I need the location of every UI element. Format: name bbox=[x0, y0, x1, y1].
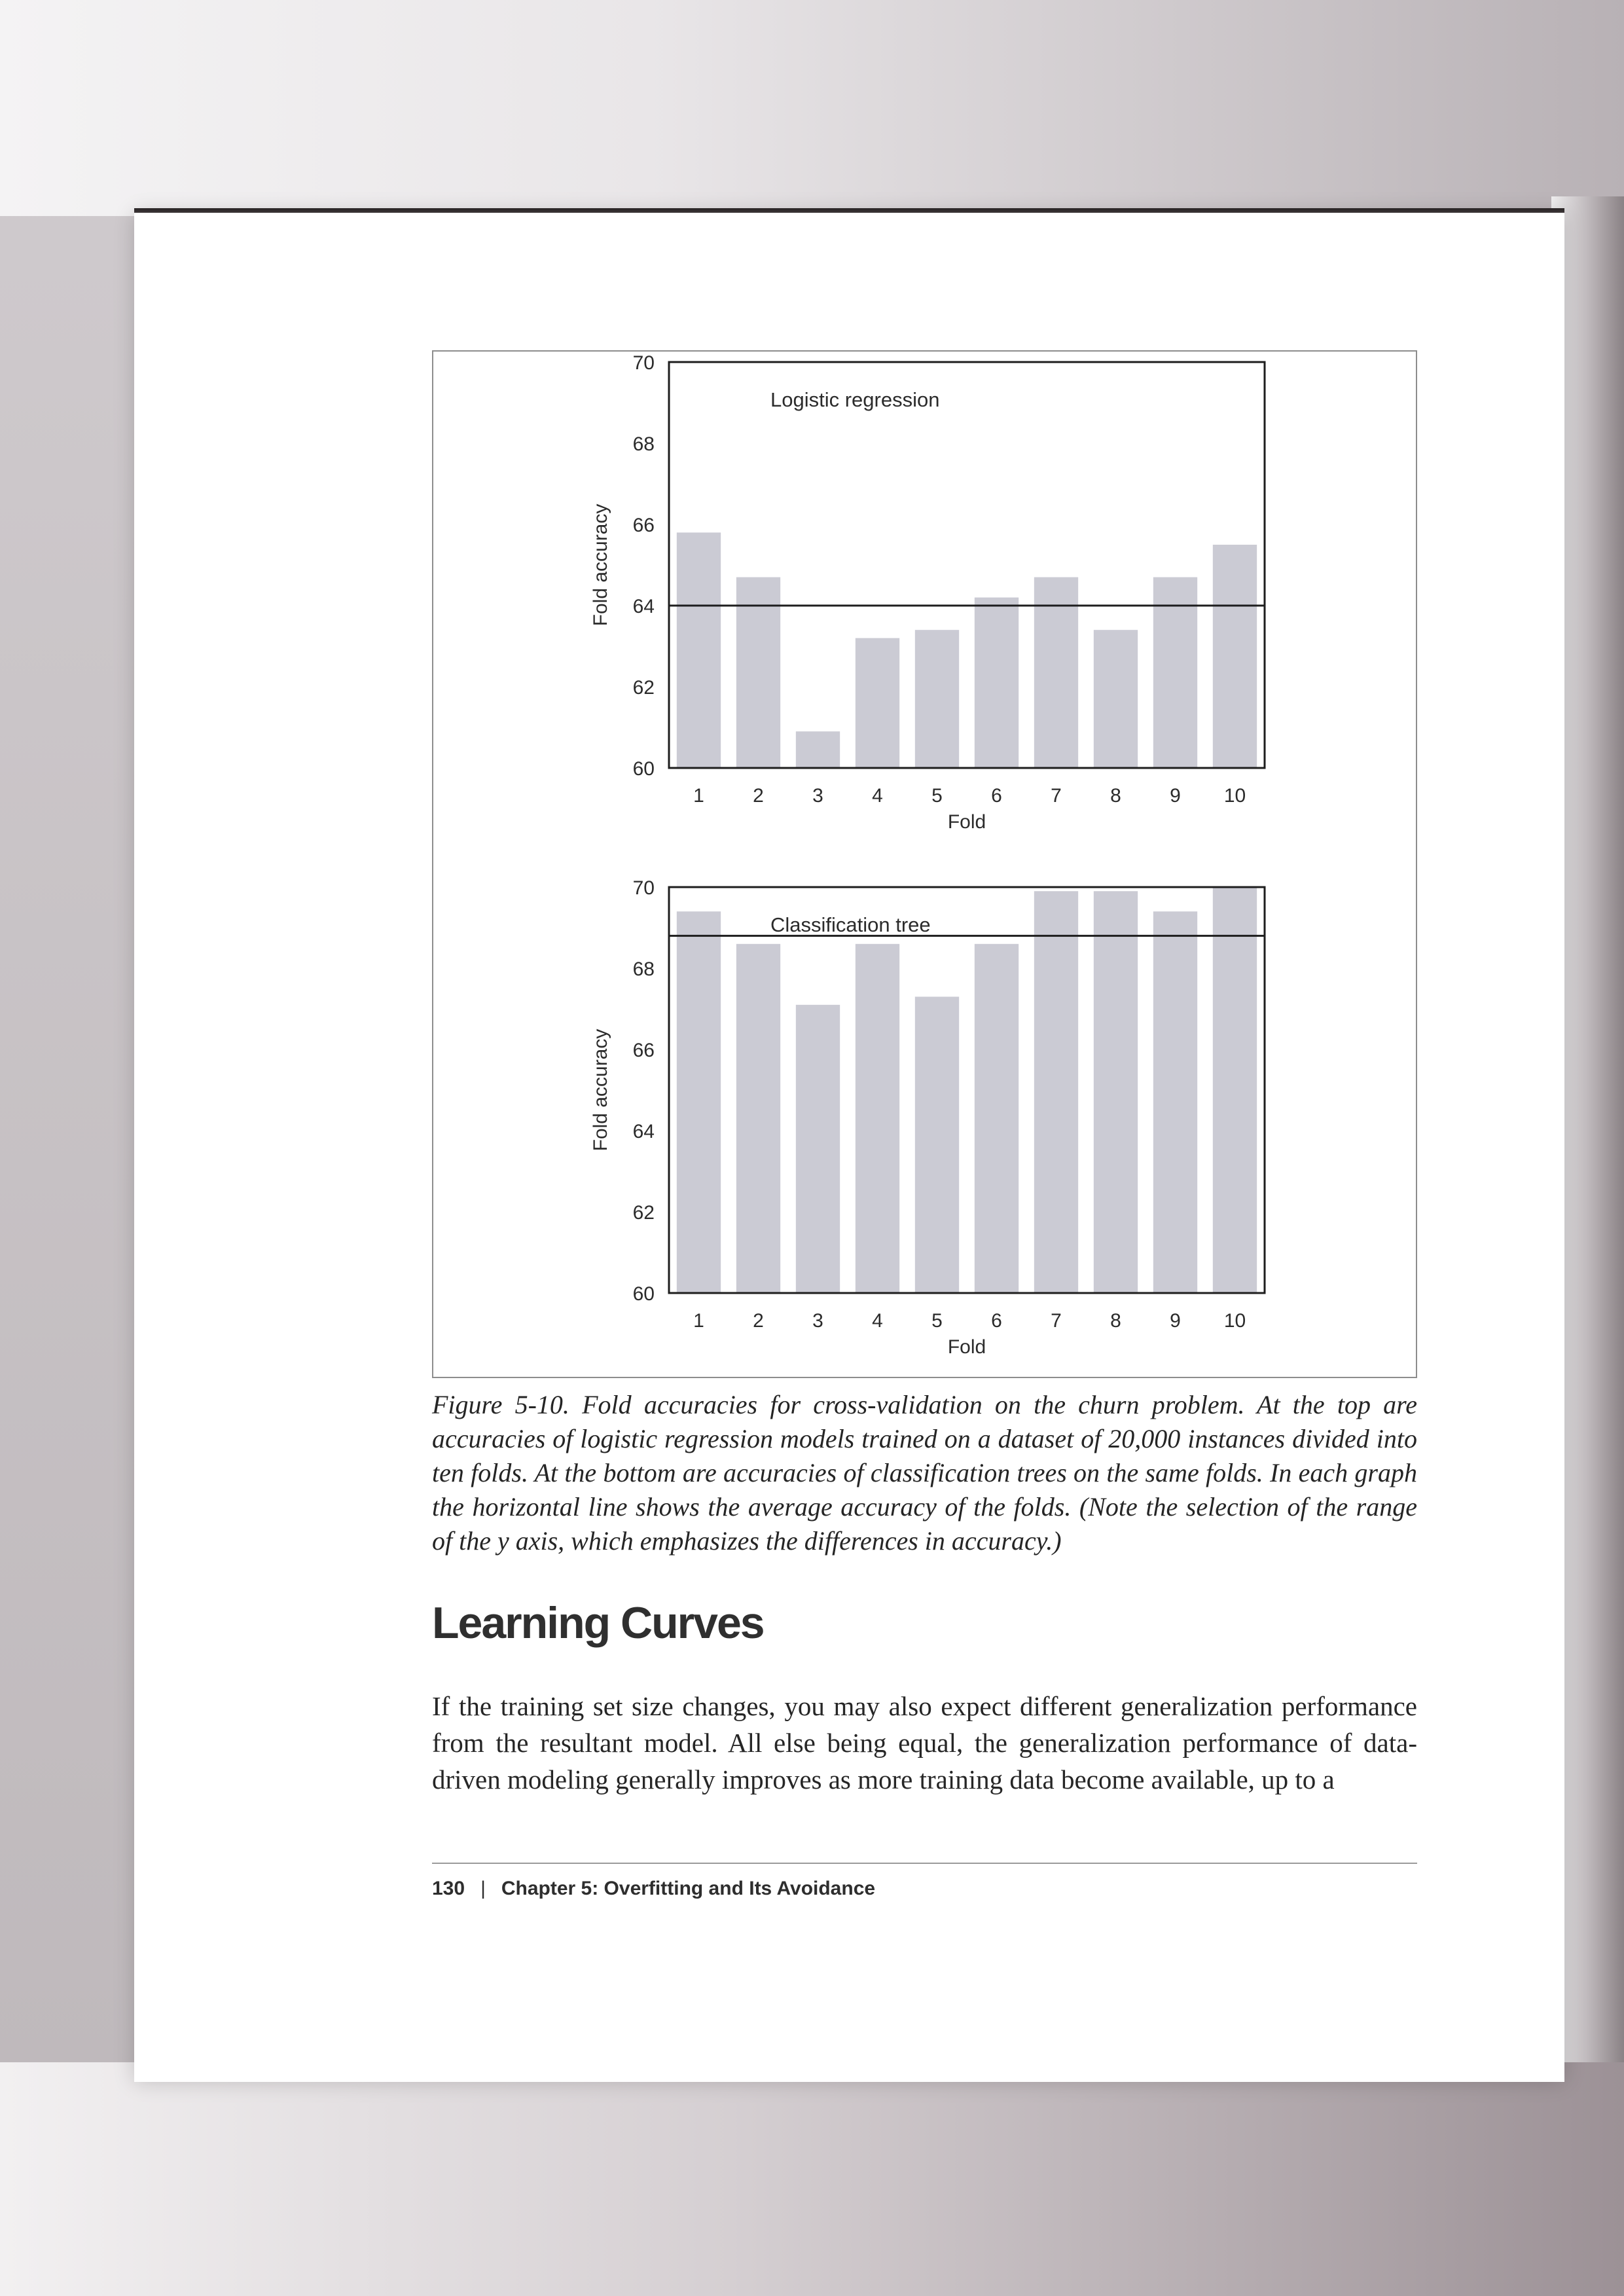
scan-background-top bbox=[0, 0, 1624, 216]
x-tick-label-10: 10 bbox=[1224, 785, 1246, 807]
page-footer: 130 | Chapter 5: Overfitting and Its Avoid… bbox=[432, 1878, 875, 1900]
x-tick-label-2: 2 bbox=[753, 1310, 764, 1332]
x-tick-label-7: 7 bbox=[1051, 785, 1062, 807]
bar-fold-7 bbox=[1034, 577, 1079, 768]
bar-fold-2 bbox=[736, 577, 781, 768]
y-tick-label-66: 66 bbox=[633, 1040, 655, 1061]
bar-fold-9 bbox=[1153, 577, 1198, 768]
x-tick-label-4: 4 bbox=[872, 785, 883, 807]
x-tick-label-2: 2 bbox=[753, 785, 764, 807]
bar-fold-7 bbox=[1034, 891, 1079, 1293]
x-tick-label-5: 5 bbox=[931, 1310, 943, 1332]
x-tick-label-3: 3 bbox=[812, 1310, 823, 1332]
y-tick-label-64: 64 bbox=[633, 1121, 655, 1142]
y-tick-label-62: 62 bbox=[633, 677, 655, 699]
bar-fold-3 bbox=[795, 731, 840, 768]
bar-fold-1 bbox=[676, 911, 721, 1293]
x-tick-label-9: 9 bbox=[1170, 1310, 1181, 1332]
bar-fold-1 bbox=[676, 532, 721, 768]
logistic-regression-chart: 60 62 64 66 68 70 1 2 3 4 5 6 7 8 9 10 Fold Fold accuracy… bbox=[590, 352, 1266, 833]
bar-fold-10 bbox=[1212, 887, 1257, 1293]
y-tick-label-64: 64 bbox=[633, 596, 655, 617]
x-tick-label-1: 1 bbox=[693, 785, 704, 807]
x-tick-label-4: 4 bbox=[872, 1310, 883, 1332]
plot-frame bbox=[668, 886, 1266, 1294]
y-axis-label: Fold accuracy bbox=[590, 504, 611, 627]
bar-fold-6 bbox=[974, 943, 1019, 1293]
y-tick-label-60: 60 bbox=[633, 758, 655, 780]
y-tick-label-70: 70 bbox=[633, 877, 655, 899]
y-axis-label: Fold accuracy bbox=[590, 1029, 611, 1152]
footer-separator: | bbox=[480, 1878, 486, 1899]
bar-fold-2 bbox=[736, 943, 781, 1293]
bar-fold-4 bbox=[855, 943, 900, 1293]
x-tick-label-5: 5 bbox=[931, 785, 943, 807]
x-tick-label-10: 10 bbox=[1224, 1310, 1246, 1332]
x-tick-label-9: 9 bbox=[1170, 785, 1181, 807]
bar-fold-3 bbox=[795, 1004, 840, 1293]
chart-title: Logistic regression bbox=[770, 388, 939, 411]
bar-fold-10 bbox=[1212, 545, 1257, 768]
bar-fold-4 bbox=[855, 638, 900, 768]
x-tick-label-6: 6 bbox=[991, 785, 1002, 807]
classification-tree-chart: 60 62 64 66 68 70 1 2 3 4 5 6 7 8 9 10 Fold Fold accuracy… bbox=[590, 877, 1266, 1358]
bar-fold-5 bbox=[914, 630, 960, 768]
y-tick-label-62: 62 bbox=[633, 1202, 655, 1224]
bar-fold-8 bbox=[1093, 630, 1138, 768]
x-tick-label-8: 8 bbox=[1110, 785, 1121, 807]
page-number: 130 bbox=[432, 1878, 465, 1899]
figure-caption: Figure 5-10. Fold accuracies for cross-v… bbox=[432, 1390, 1417, 1556]
y-tick-label-70: 70 bbox=[633, 352, 655, 374]
x-axis-label: Fold bbox=[948, 811, 986, 833]
chart-title: Classification tree bbox=[770, 913, 931, 936]
bar-fold-5 bbox=[914, 996, 960, 1293]
bar-fold-8 bbox=[1093, 891, 1138, 1293]
figure-frame: 60 62 64 66 68 70 1 2 3 4 5 6 7 8 9 10 Fold Fold accuracy… bbox=[432, 350, 1417, 1378]
scan-background-bottom bbox=[0, 2062, 1624, 2296]
y-tick-label-66: 66 bbox=[633, 515, 655, 536]
plot-frame bbox=[668, 361, 1266, 769]
x-tick-label-3: 3 bbox=[812, 785, 823, 807]
x-tick-label-8: 8 bbox=[1110, 1310, 1121, 1332]
x-tick-label-1: 1 bbox=[693, 1310, 704, 1332]
body-paragraph: If the training set size changes, you ma… bbox=[432, 1691, 1417, 1795]
chapter-title: Chapter 5: Overfitting and Its Avoidance bbox=[501, 1878, 876, 1899]
y-tick-label-68: 68 bbox=[633, 958, 655, 980]
x-axis-label: Fold bbox=[948, 1336, 986, 1358]
x-tick-label-7: 7 bbox=[1051, 1310, 1062, 1332]
footer-rule bbox=[432, 1863, 1417, 1864]
y-tick-label-68: 68 bbox=[633, 433, 655, 455]
y-tick-label-60: 60 bbox=[633, 1283, 655, 1305]
x-tick-label-6: 6 bbox=[991, 1310, 1002, 1332]
section-heading: Learning Curves bbox=[432, 1598, 765, 1648]
bar-fold-9 bbox=[1153, 911, 1198, 1293]
bar-fold-6 bbox=[974, 597, 1019, 768]
